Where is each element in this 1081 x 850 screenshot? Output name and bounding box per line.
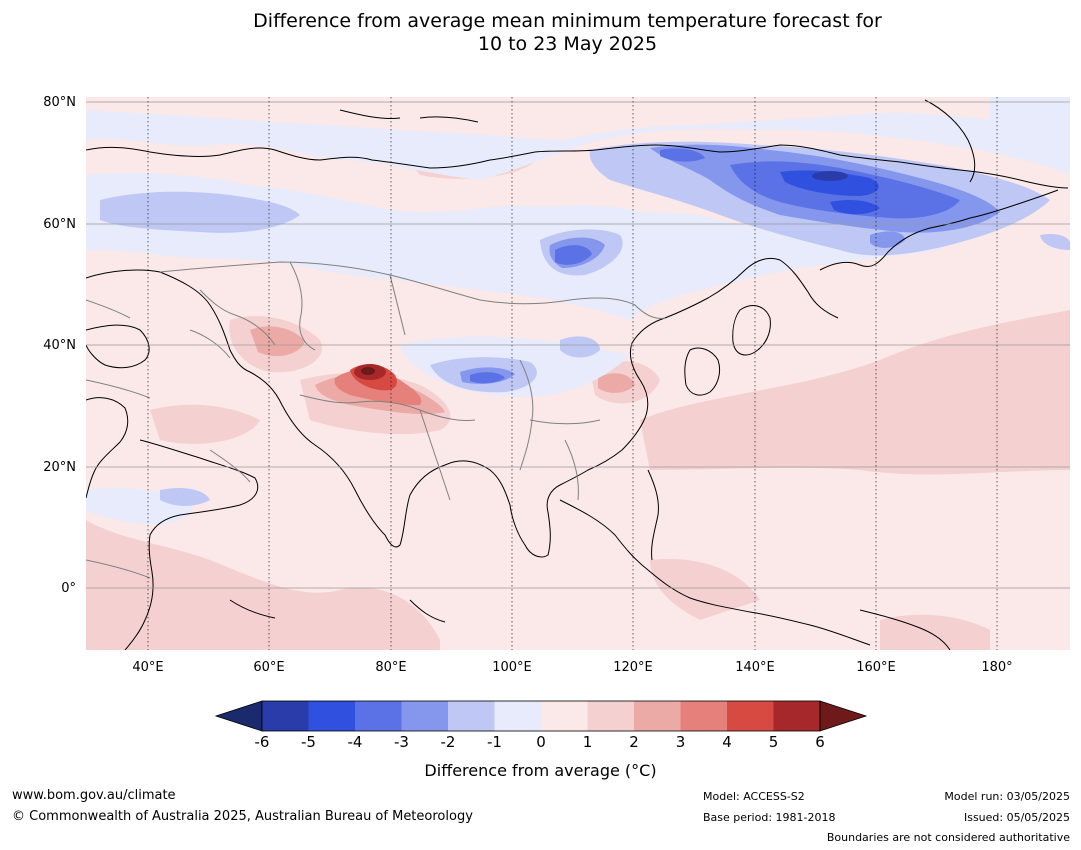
copyright: © Commonwealth of Australia 2025, Austra… [12, 809, 473, 824]
colorbar-tick-label: 3 [675, 733, 686, 751]
colorbar [214, 700, 868, 732]
colorbar-swatch [727, 701, 774, 731]
anomaly-above-6 [361, 367, 375, 375]
lon-tick-40e: 40°E [132, 660, 164, 675]
colorbar-swatch [262, 701, 309, 731]
colorbar-tick-label: 0 [536, 733, 546, 751]
lon-tick-160e: 160°E [856, 660, 896, 675]
colorbar-extend-low [214, 700, 263, 732]
lon-tick-120e: 120°E [613, 660, 653, 675]
map-gridlines [86, 97, 1070, 650]
colorbar-swatch [448, 701, 495, 731]
colorbar-swatch [494, 701, 541, 731]
temperature-anomaly-map [86, 97, 1070, 650]
lat-tick-0: 0° [61, 581, 76, 596]
colorbar-tick-label: -5 [301, 733, 316, 751]
colorbar-tick-label: 4 [722, 733, 732, 751]
country-borders [86, 261, 666, 579]
colorbar-swatch [680, 701, 727, 731]
colorbar-swatch [634, 701, 681, 731]
colorbar-extend-high [819, 700, 868, 732]
lat-tick-40n: 40°N [43, 338, 76, 353]
colorbar-tick-label: -1 [487, 733, 502, 751]
colorbar-title: Difference from average (°C) [424, 761, 657, 780]
lat-tick-60n: 60°N [43, 217, 76, 232]
lat-tick-80n: 80°N [43, 95, 76, 110]
colorbar-swatch [773, 701, 820, 731]
anomaly-minus5-to-minus4 [780, 170, 880, 215]
map-title: Difference from average mean minimum tem… [0, 10, 1081, 56]
lon-tick-100e: 100°E [492, 660, 532, 675]
colorbar-swatch [355, 701, 402, 731]
model-run: Model run: 03/05/2025 [944, 790, 1070, 803]
colorbar-swatch [308, 701, 355, 731]
lon-tick-140e: 140°E [735, 660, 775, 675]
colorbar-frame [261, 700, 821, 732]
map-title-line1: Difference from average mean minimum tem… [253, 10, 882, 32]
colorbar-tick-label: -6 [254, 733, 270, 751]
base-period: Base period: 1981-2018 [703, 811, 836, 824]
colorbar-swatch [401, 701, 448, 731]
lon-tick-60e: 60°E [253, 660, 285, 675]
colorbar-tick-label: -4 [347, 733, 363, 751]
colorbar-tick-label: 5 [768, 733, 779, 751]
coastlines [86, 99, 1069, 650]
colorbar-tick-label: 2 [629, 733, 639, 751]
model-name: Model: ACCESS-S2 [703, 790, 805, 803]
colorbar-tick-label: -3 [394, 733, 409, 751]
lon-tick-80e: 80°E [375, 660, 407, 675]
anomaly-minus6-to-minus5 [812, 171, 848, 181]
lat-tick-20n: 20°N [43, 460, 76, 475]
colorbar-tick-label: 1 [582, 733, 593, 751]
issued-date: Issued: 05/05/2025 [963, 811, 1070, 824]
colorbar-tick-label: 6 [815, 733, 825, 751]
boundary-disclaimer: Boundaries are not considered authoritat… [826, 831, 1070, 844]
website-link[interactable]: www.bom.gov.au/climate [12, 788, 176, 803]
colorbar-swatch [587, 701, 634, 731]
colorbar-tick-label: -2 [440, 733, 456, 751]
colorbar-swatch [541, 701, 588, 731]
lon-tick-180: 180° [981, 660, 1013, 675]
map-title-line2: 10 to 23 May 2025 [477, 33, 658, 55]
